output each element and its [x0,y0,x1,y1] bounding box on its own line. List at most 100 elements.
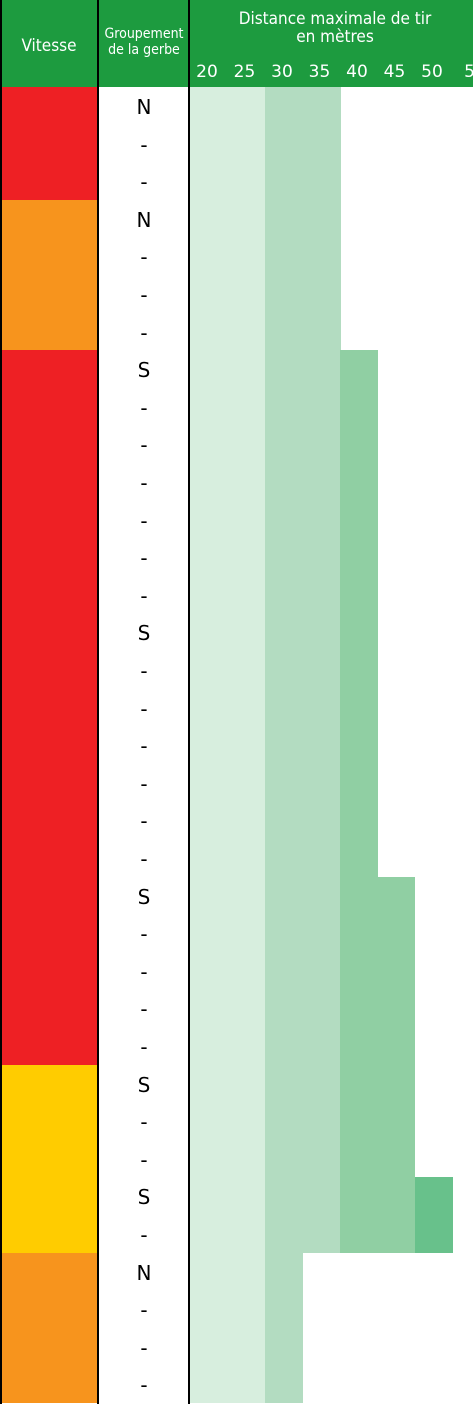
group-symbol: - [140,546,148,571]
distance-band [227,1027,266,1066]
distance-band [265,1027,303,1066]
distance-band [227,237,266,276]
distance-band [302,237,341,276]
distance-band [302,651,341,690]
distance-band [265,914,303,953]
distance-band [227,1290,266,1329]
distance-band [302,312,341,351]
distance-band [227,1215,266,1254]
distance-band [190,1327,228,1366]
distance-band [265,1215,303,1254]
distance-band [377,1102,415,1141]
distance-band [265,463,303,502]
group-symbol: - [140,1035,148,1059]
group-symbol: - [140,922,148,947]
group-symbol: - [140,734,148,759]
group-symbol: - [140,245,148,270]
distance-band [227,1139,266,1178]
distance-band [227,463,266,502]
distance-band [302,1064,341,1103]
distance-band [265,801,303,840]
tick-label: 5 [464,62,473,82]
distance-band [265,312,303,351]
tick-label: 50 [421,62,443,82]
distance-band [190,312,228,351]
distance-band [265,951,303,990]
group-symbol: S [137,884,151,909]
distance-band [227,538,266,577]
header-distance-line1: Distance maximale de tir [238,9,432,29]
group-symbol: - [140,1335,148,1360]
distance-band [340,575,378,614]
distance-band [415,1177,453,1216]
group-symbol: - [140,997,148,1022]
distance-band [190,463,228,502]
distance-band [340,1064,378,1103]
distance-band [265,989,303,1028]
speed-segment [0,199,98,351]
distance-band [227,613,266,652]
group-symbol: N [136,1260,152,1285]
distance-band [265,87,303,126]
distance-band [377,876,415,915]
distance-band [340,1139,378,1178]
tick-label: 40 [346,62,368,82]
distance-band [302,199,341,238]
distance-band [227,839,266,878]
distance-band [302,801,341,840]
group-symbol: - [140,433,148,458]
distance-band [302,463,341,502]
distance-band [415,1215,453,1254]
distance-band [227,87,266,126]
distance-band [265,500,303,539]
distance-band [340,350,378,389]
distance-band [227,199,266,238]
distance-band [190,688,228,727]
distance-band [190,989,228,1028]
speed-segment [0,1064,98,1254]
tick-label: 45 [383,62,406,82]
distance-band [227,914,266,953]
distance-band [340,463,378,502]
distance-band [190,199,228,238]
distance-band [377,1177,416,1216]
distance-band [302,350,341,389]
group-symbol: - [140,320,148,345]
distance-band [227,1327,266,1366]
distance-band [190,651,228,690]
distance-band [190,951,228,990]
group-symbol: - [140,170,148,195]
tick-label: 35 [308,62,331,82]
distance-band [340,1027,378,1066]
distance-band [302,1027,341,1066]
distance-band [190,538,228,577]
group-symbol: - [140,471,148,495]
distance-band [340,951,378,990]
distance-band [190,1365,228,1404]
distance-band [265,199,303,238]
distance-band [227,688,266,727]
distance-band [265,387,303,426]
distance-band [227,1064,266,1103]
distance-band [227,124,266,163]
group-symbol: - [140,809,148,834]
distance-band [265,350,303,389]
distance-band [302,425,341,464]
distance-band [265,1064,303,1103]
distance-band [265,839,303,878]
group-symbol: - [140,1223,148,1247]
header-group-line2: de la gerbe [108,42,180,58]
distance-band [302,876,341,915]
distance-band [340,613,378,652]
distance-band [340,538,378,577]
distance-band [302,500,341,539]
distance-band [340,726,378,765]
distance-band [190,350,228,389]
distance-band [265,613,303,652]
distance-band [227,951,266,990]
tick-label: 25 [233,62,256,82]
distance-band [190,1177,228,1216]
distance-band [340,651,378,690]
distance-band [227,651,266,690]
distance-band [302,162,341,201]
